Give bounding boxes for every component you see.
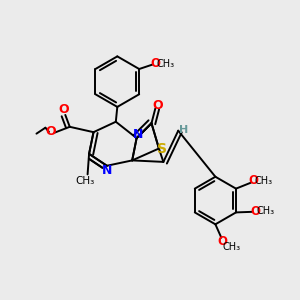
Text: O: O (218, 235, 228, 248)
Text: CH₃: CH₃ (223, 242, 241, 252)
Text: O: O (249, 174, 259, 188)
Text: H: H (179, 125, 188, 135)
Text: CH₃: CH₃ (157, 59, 175, 69)
Text: O: O (58, 103, 69, 116)
Text: S: S (157, 142, 167, 155)
Text: O: O (250, 205, 261, 218)
Text: CH₃: CH₃ (75, 176, 94, 186)
Text: N: N (102, 164, 113, 177)
Text: CH₃: CH₃ (255, 176, 273, 186)
Text: O: O (152, 99, 163, 112)
Text: CH₃: CH₃ (256, 206, 274, 216)
Text: O: O (151, 57, 160, 70)
Text: N: N (133, 128, 143, 141)
Text: O: O (45, 125, 56, 138)
